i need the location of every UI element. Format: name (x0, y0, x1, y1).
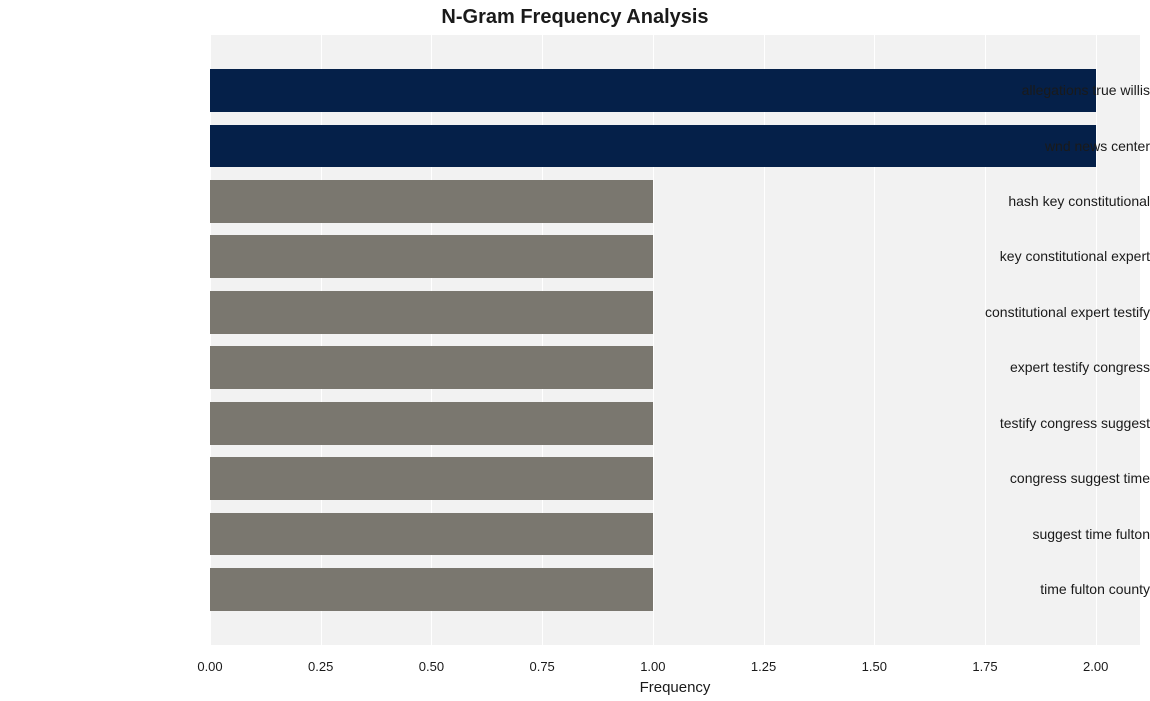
bar (210, 457, 653, 500)
bar (210, 235, 653, 278)
plot-area (210, 35, 1140, 645)
x-tick-label: 0.00 (197, 659, 222, 674)
gridline (1096, 35, 1097, 645)
y-tick-label: key constitutional expert (945, 248, 1150, 264)
x-tick-label: 0.50 (419, 659, 444, 674)
bar (210, 568, 653, 611)
y-tick-label: suggest time fulton (945, 526, 1150, 542)
bar (210, 180, 653, 223)
y-tick-label: time fulton county (945, 581, 1150, 597)
bar (210, 513, 653, 556)
y-tick-label: wnd news center (945, 138, 1150, 154)
y-tick-label: testify congress suggest (945, 415, 1150, 431)
x-tick-label: 1.25 (751, 659, 776, 674)
x-tick-label: 1.75 (972, 659, 997, 674)
x-tick-label: 1.00 (640, 659, 665, 674)
bar (210, 402, 653, 445)
y-tick-label: hash key constitutional (945, 193, 1150, 209)
ngram-frequency-chart: N-Gram Frequency Analysis allegations tr… (0, 0, 1150, 701)
y-tick-label: constitutional expert testify (945, 304, 1150, 320)
x-tick-label: 2.00 (1083, 659, 1108, 674)
bar (210, 291, 653, 334)
y-tick-label: congress suggest time (945, 470, 1150, 486)
x-axis-label: Frequency (210, 679, 1140, 696)
y-tick-label: expert testify congress (945, 359, 1150, 375)
y-tick-label: allegations true willis (945, 82, 1150, 98)
bar (210, 346, 653, 389)
x-tick-label: 0.75 (529, 659, 554, 674)
x-tick-label: 0.25 (308, 659, 333, 674)
chart-title: N-Gram Frequency Analysis (0, 6, 1150, 29)
x-tick-label: 1.50 (862, 659, 887, 674)
